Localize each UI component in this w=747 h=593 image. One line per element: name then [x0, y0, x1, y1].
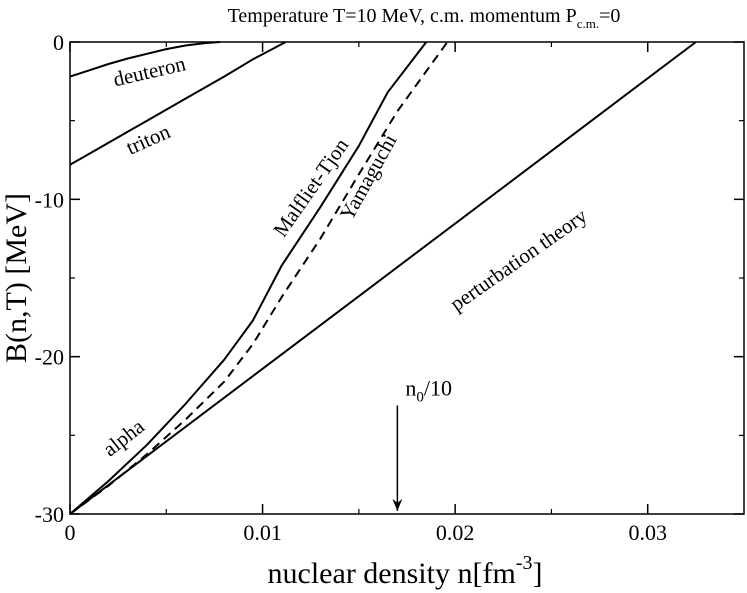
- chart-title: Temperature T=10 MeV, c.m. momentum Pc.m…: [228, 5, 621, 31]
- y-tick-label: -20: [35, 345, 64, 370]
- density-marker: n0/10: [392, 375, 452, 511]
- plot-area: 0 0.01 0.02 0.03 0 -10 -20 -30 deuteron triton a…: [35, 30, 745, 545]
- label-deuteron: deuteron: [111, 51, 188, 91]
- x-tick-label: 0.01: [243, 520, 282, 545]
- series-perturbation-theory: [69, 41, 697, 515]
- y-tick-label: 0: [53, 30, 64, 55]
- series-triton: [69, 41, 287, 166]
- x-axis-ticks: 0 0.01 0.02 0.03: [65, 42, 667, 545]
- x-axis-label: nuclear density n[fm-3]: [268, 552, 543, 590]
- y-tick-label: -10: [35, 187, 64, 212]
- series-deuteron: [69, 41, 221, 78]
- x-tick-label: 0.02: [436, 520, 475, 545]
- x-tick-label: 0.03: [628, 520, 667, 545]
- y-axis-ticks: 0 -10 -20 -30: [35, 30, 744, 527]
- plot-frame: [69, 41, 745, 515]
- label-perturbation-theory: perturbation theory: [445, 203, 591, 316]
- y-tick-label: -30: [35, 502, 64, 527]
- label-alpha: alpha: [98, 414, 149, 461]
- y-axis-label: B(n,T) [MeV]: [0, 193, 33, 363]
- label-triton: triton: [122, 119, 174, 160]
- curve-labels: deuterontritonalphaMalfliet-TjonYamaguch…: [98, 51, 592, 461]
- x-tick-label: 0: [65, 520, 76, 545]
- series-malfliet-tjon: [69, 41, 428, 515]
- label-malfliet-tjon: Malfliet-Tjon: [268, 133, 354, 241]
- series-lines: [69, 41, 697, 515]
- marker-label: n0/10: [405, 375, 452, 405]
